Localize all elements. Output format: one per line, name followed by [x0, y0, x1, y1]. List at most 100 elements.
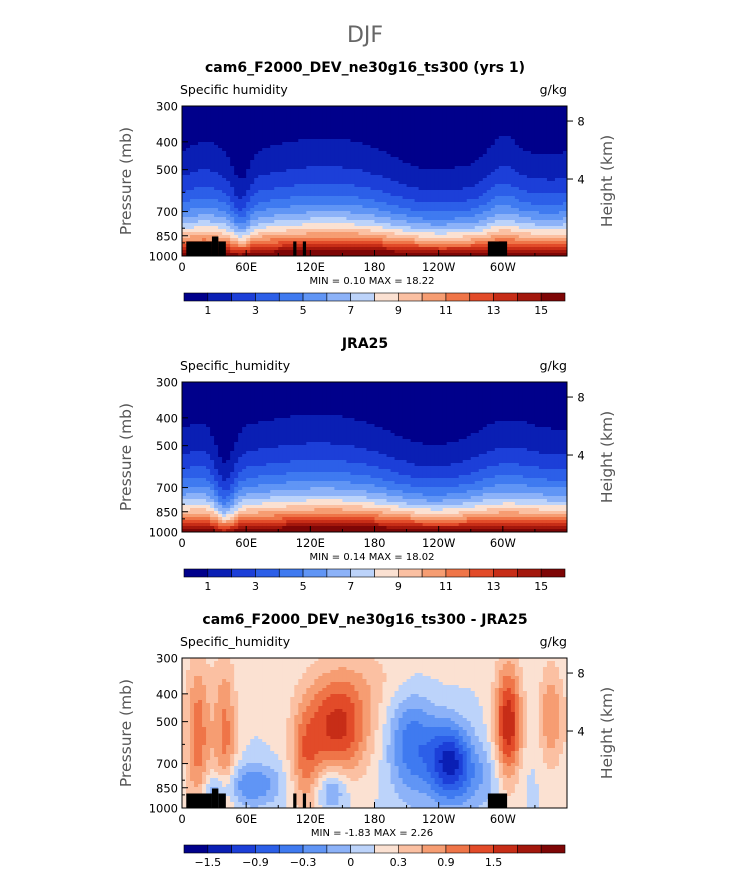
- heatmap-cell: [486, 229, 492, 233]
- heatmap-cell: [474, 208, 480, 212]
- heatmap-cell: [394, 199, 400, 203]
- heatmap-cell: [214, 130, 219, 134]
- heatmap-cell: [366, 214, 372, 218]
- heatmap-cell: [542, 121, 548, 125]
- heatmap-cell: [558, 223, 564, 227]
- heatmap-cell: [386, 130, 392, 134]
- heatmap-cell: [482, 142, 488, 146]
- heatmap-cell: [534, 382, 540, 386]
- heatmap-cell: [274, 145, 279, 149]
- heatmap-cell: [546, 148, 552, 152]
- heatmap-cell: [430, 241, 436, 245]
- heatmap-cell: [306, 163, 311, 167]
- heatmap-cell: [482, 193, 488, 197]
- heatmap-cell: [314, 235, 319, 239]
- heatmap-cell: [486, 124, 492, 128]
- heatmap-cell: [394, 247, 400, 251]
- heatmap-cell: [422, 235, 428, 239]
- heatmap-cell: [330, 139, 335, 143]
- heatmap-cell: [358, 196, 364, 200]
- heatmap-cell: [546, 247, 552, 251]
- heatmap-cell: [382, 172, 388, 176]
- heatmap-cell: [478, 244, 484, 248]
- heatmap-cell: [406, 223, 412, 227]
- heatmap-cell: [234, 247, 239, 251]
- heatmap-cell: [242, 130, 247, 134]
- heatmap-cell: [246, 244, 251, 248]
- heatmap-cell: [266, 169, 271, 173]
- heatmap-cell: [558, 160, 564, 164]
- heatmap-cell: [434, 175, 440, 179]
- heatmap-cell: [514, 241, 520, 245]
- heatmap-cell: [518, 220, 524, 224]
- heatmap-cell: [226, 223, 231, 227]
- heatmap-cell: [490, 109, 496, 113]
- heatmap-cell: [550, 217, 556, 221]
- heatmap-cell: [414, 178, 420, 182]
- heatmap-cell: [218, 220, 223, 224]
- heatmap-cell: [254, 157, 259, 161]
- heatmap-cell: [514, 223, 520, 227]
- heatmap-cell: [474, 217, 480, 221]
- heatmap-cell: [430, 217, 436, 221]
- heatmap-cell: [554, 226, 560, 230]
- heatmap-cell: [306, 181, 311, 185]
- heatmap-cell: [370, 241, 376, 245]
- heatmap-cell: [450, 175, 456, 179]
- heatmap-cell: [378, 226, 384, 230]
- heatmap-cell: [394, 232, 400, 236]
- heatmap-cell: [434, 205, 440, 209]
- heatmap-cell: [198, 148, 203, 152]
- heatmap-cell: [350, 178, 356, 182]
- heatmap-cell: [446, 250, 452, 254]
- heatmap-cell: [302, 232, 307, 236]
- heatmap-cell: [438, 166, 444, 170]
- heatmap-cell: [494, 205, 500, 209]
- heatmap-cell: [522, 229, 528, 233]
- heatmap-cell: [282, 238, 287, 242]
- heatmap-cell: [494, 214, 500, 218]
- heatmap-cell: [266, 142, 271, 146]
- heatmap-cell: [226, 226, 231, 230]
- heatmap-cell: [266, 136, 271, 140]
- heatmap-cell: [234, 253, 239, 256]
- heatmap-cell: [346, 241, 352, 245]
- heatmap-cell: [426, 163, 432, 167]
- heatmap-cell: [286, 124, 291, 128]
- heatmap-cell: [414, 115, 420, 119]
- heatmap-cell: [450, 226, 456, 230]
- heatmap-cell: [510, 151, 516, 155]
- heatmap-cell: [182, 151, 187, 155]
- heatmap-cell: [402, 118, 408, 122]
- heatmap-cell: [374, 232, 380, 236]
- heatmap-cell: [334, 112, 340, 116]
- heatmap-cell: [294, 226, 299, 230]
- heatmap-cell: [398, 205, 404, 209]
- heatmap-cell: [274, 142, 279, 146]
- heatmap-cell: [298, 154, 303, 158]
- heatmap-cell: [346, 172, 352, 176]
- heatmap-cell: [526, 154, 532, 158]
- heatmap-cell: [314, 130, 319, 134]
- heatmap-cell: [510, 163, 516, 167]
- heatmap-cell: [482, 214, 488, 218]
- heatmap-cell: [378, 175, 384, 179]
- heatmap-cell: [278, 238, 283, 242]
- heatmap-cell: [326, 145, 331, 149]
- heatmap-cell: [282, 160, 287, 164]
- heatmap-cell: [390, 190, 396, 194]
- heatmap-cell: [218, 190, 223, 194]
- heatmap-cell: [286, 118, 291, 122]
- heatmap-cell: [470, 208, 476, 212]
- heatmap-cell: [374, 229, 380, 233]
- heatmap-cell: [294, 145, 299, 149]
- heatmap-cell: [398, 163, 404, 167]
- heatmap-cell: [482, 223, 488, 227]
- heatmap-cell: [218, 238, 223, 242]
- heatmap-cell: [298, 382, 303, 386]
- heatmap-cell: [502, 187, 508, 191]
- heatmap-cell: [462, 151, 468, 155]
- heatmap-cell: [266, 229, 271, 233]
- heatmap-cell: [550, 181, 556, 185]
- heatmap-cell: [390, 166, 396, 170]
